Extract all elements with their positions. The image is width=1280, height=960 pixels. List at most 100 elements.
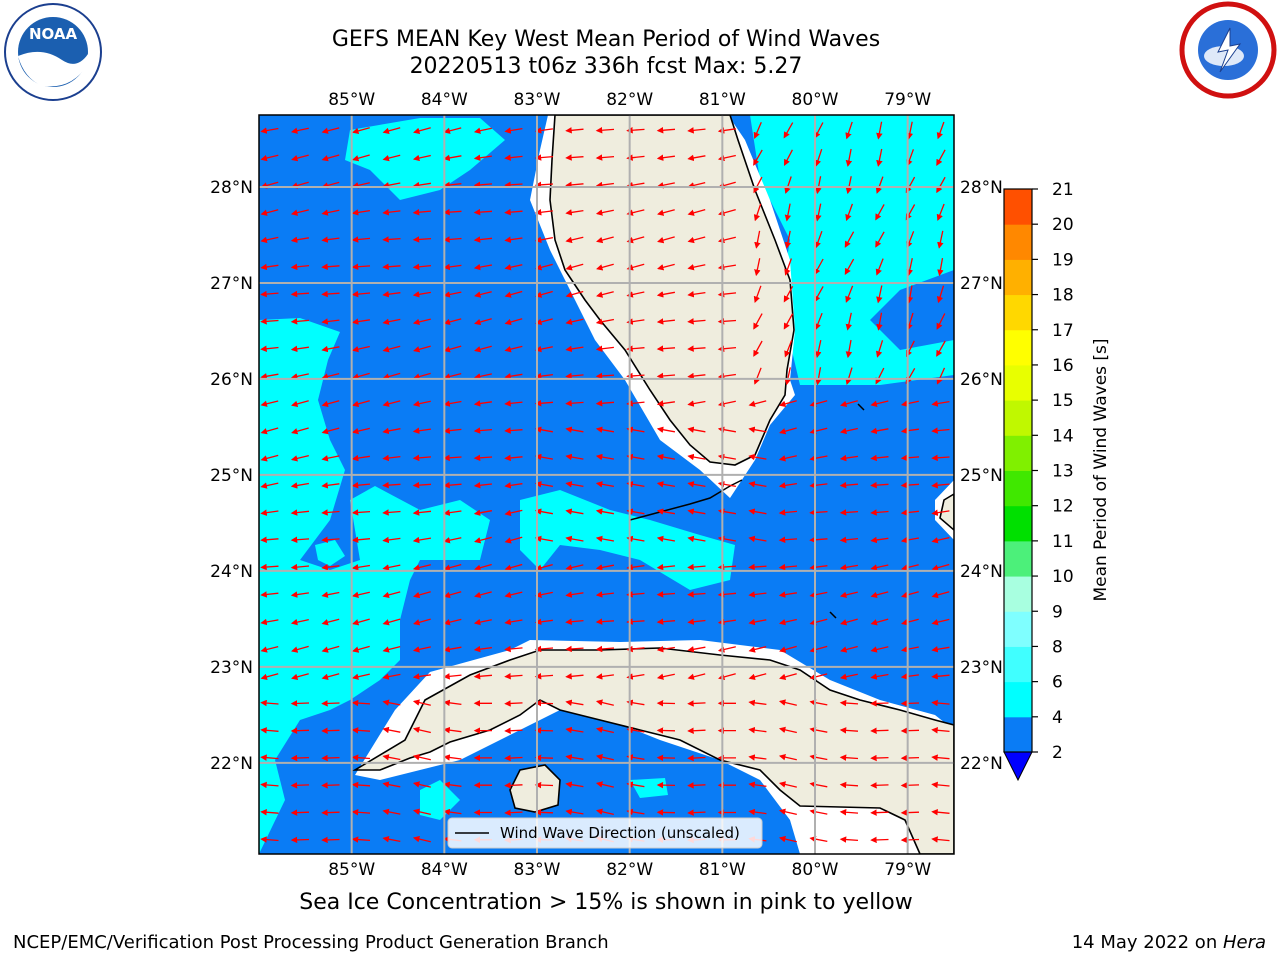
- wind-arrow: [382, 509, 401, 516]
- wind-arrow: [784, 367, 791, 386]
- footer-machine: Hera: [1222, 932, 1266, 953]
- colorbar-tick-label: 14: [1052, 426, 1074, 446]
- wind-arrow: [382, 726, 401, 734]
- wind-arrow: [382, 673, 401, 680]
- wind-arrow: [443, 537, 462, 544]
- wind-arrow: [748, 754, 767, 761]
- wind-arrow: [321, 563, 340, 571]
- wind-arrow: [839, 427, 858, 435]
- colorbar-tick-label: 21: [1052, 180, 1074, 200]
- wind-arrow: [844, 231, 855, 248]
- wind-arrow: [412, 536, 432, 544]
- wind-arrow: [931, 699, 950, 707]
- wind-arrow: [870, 427, 889, 435]
- wind-arrow: [901, 564, 919, 571]
- wind-arrow: [382, 618, 401, 626]
- wind-arrow: [290, 700, 310, 707]
- lon-tick-label-bottom: 79°W: [884, 860, 931, 880]
- wind-arrow: [778, 482, 797, 489]
- wind-arrow: [260, 236, 279, 244]
- colorbar-tick-label: 10: [1052, 567, 1074, 587]
- wind-arrow: [260, 673, 279, 681]
- wind-arrow: [565, 618, 584, 625]
- wind-arrow: [473, 208, 493, 216]
- wind-arrow: [443, 673, 462, 680]
- wind-arrow: [687, 563, 706, 571]
- wind-arrow: [900, 646, 919, 653]
- wind-arrow: [412, 400, 431, 407]
- colorbar-tick-label: 11: [1052, 532, 1074, 552]
- wind-arrow: [351, 318, 370, 325]
- wind-arrow: [931, 509, 950, 516]
- wind-arrow: [321, 318, 340, 325]
- wind-arrow: [291, 427, 309, 435]
- wind-arrow: [474, 591, 492, 599]
- wind-arrow: [687, 700, 706, 707]
- wind-arrow: [565, 154, 584, 161]
- wind-arrow: [784, 149, 793, 166]
- wind-arrow: [260, 482, 279, 489]
- wind-arrow: [595, 426, 615, 433]
- wind-arrow: [656, 645, 675, 653]
- wind-arrow: [412, 808, 431, 816]
- wind-arrow: [900, 809, 920, 816]
- wind-arrow: [870, 673, 889, 680]
- wind-arrow: [845, 203, 854, 222]
- wind-arrow: [290, 727, 310, 734]
- wind-arrow: [595, 154, 615, 161]
- wind-arrow: [839, 509, 859, 516]
- wind-arrow: [534, 481, 554, 488]
- wind-arrow: [809, 808, 828, 816]
- wind-arrow: [656, 508, 676, 515]
- wind-arrow: [748, 673, 767, 681]
- colorbar-tick-label: 4: [1052, 708, 1063, 728]
- wind-arrow: [260, 563, 279, 571]
- wind-arrow: [687, 727, 706, 735]
- wind-arrow: [931, 727, 950, 734]
- wind-arrow: [382, 536, 401, 544]
- wind-arrow: [412, 753, 431, 761]
- colorbar-segment: [1004, 224, 1032, 260]
- wind-arrow: [351, 345, 370, 353]
- lat-tick-label-right: 26°N: [960, 370, 1003, 390]
- wind-arrow: [290, 563, 310, 571]
- wind-arrow: [534, 809, 554, 816]
- colorbar-tick-label: 13: [1052, 462, 1074, 482]
- wind-arrow: [413, 618, 431, 626]
- wind-arrow: [474, 318, 492, 326]
- wind-arrow: [321, 455, 340, 462]
- lat-tick-label-left: 25°N: [210, 466, 253, 486]
- wind-arrow: [656, 400, 675, 407]
- wind-arrow: [290, 618, 309, 626]
- wind-arrow: [840, 618, 858, 626]
- wind-arrow: [875, 258, 884, 276]
- wind-arrow: [753, 203, 762, 222]
- wind-arrow: [413, 372, 431, 380]
- wind-arrow: [290, 290, 310, 298]
- wind-arrow: [657, 236, 675, 244]
- wind-arrow: [931, 454, 950, 462]
- wind-arrow: [845, 285, 854, 303]
- colorbar-tick-label: 12: [1052, 497, 1074, 517]
- wind-arrow: [291, 645, 309, 653]
- wind-arrow: [687, 508, 706, 515]
- wind-arrow: [565, 263, 584, 271]
- wind-arrow: [321, 372, 340, 380]
- wind-arrow: [809, 509, 828, 516]
- wind-arrow: [778, 726, 797, 734]
- wind-arrow: [656, 318, 675, 325]
- wind-arrow: [473, 154, 492, 161]
- wind-arrow: [901, 618, 919, 626]
- wind-arrow: [845, 367, 853, 386]
- wind-arrow: [321, 836, 340, 844]
- wind-arrow: [657, 209, 675, 216]
- wind-arrow: [260, 618, 279, 626]
- wind-arrow: [839, 673, 858, 680]
- wind-arrow: [413, 345, 431, 353]
- wind-arrow: [687, 591, 706, 598]
- wind-arrow: [504, 591, 523, 599]
- wind-arrow: [936, 203, 945, 222]
- wind-arrow: [382, 209, 401, 216]
- wind-arrow: [839, 591, 858, 599]
